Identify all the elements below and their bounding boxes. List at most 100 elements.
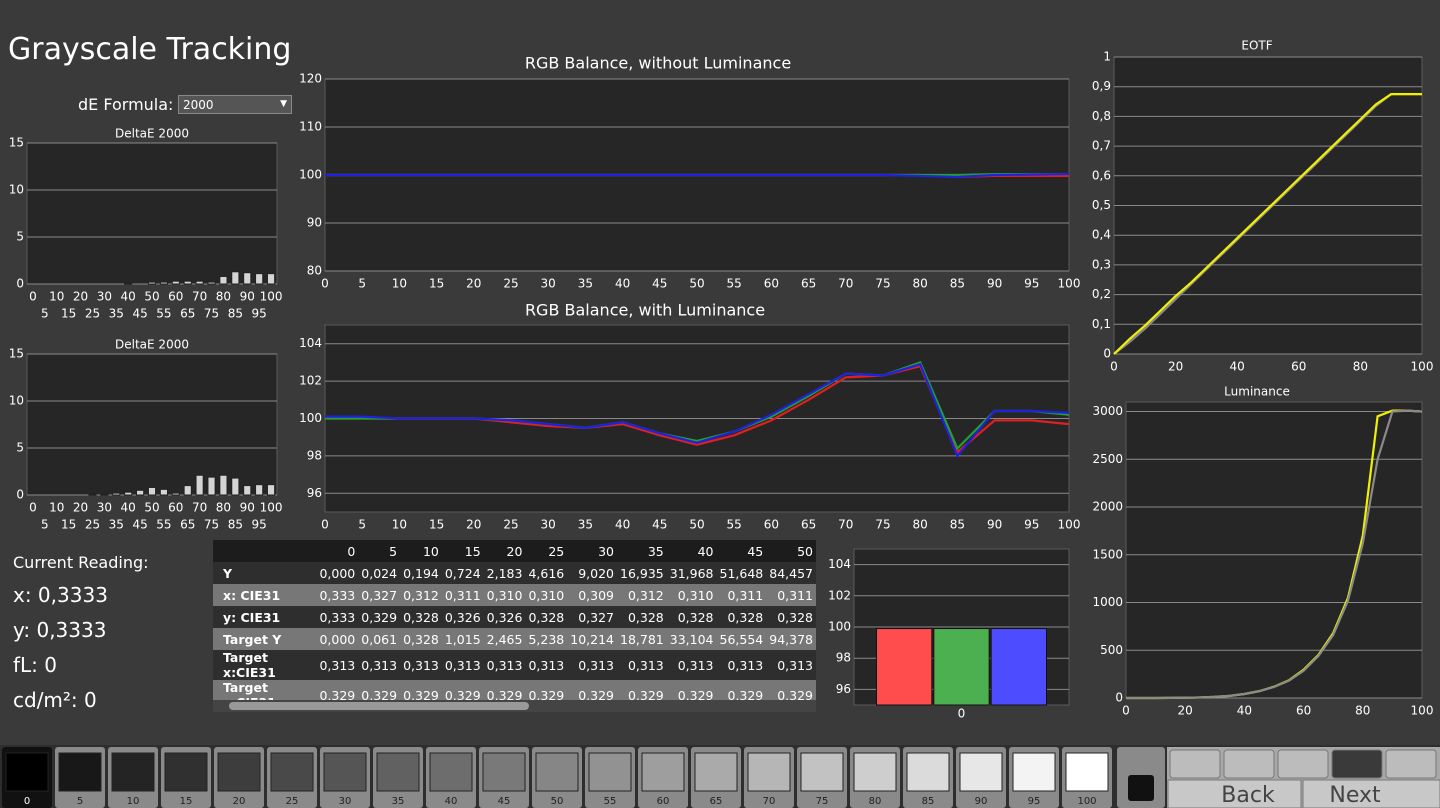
cell: 33,104 — [666, 628, 717, 650]
bar — [112, 492, 121, 496]
x-tick-label: 35 — [578, 277, 593, 291]
x-tick-label: 35 — [578, 518, 593, 532]
swatch — [58, 752, 102, 792]
x-tick-label: 40 — [121, 501, 136, 515]
bar — [231, 271, 240, 285]
cell: 0,311 — [716, 584, 767, 606]
next-button[interactable] — [1302, 779, 1440, 808]
bar — [183, 280, 192, 285]
y-tick-label: 1 — [1103, 50, 1111, 64]
bar — [195, 280, 204, 285]
cell: 0,310 — [483, 584, 526, 606]
x-tick-label: 15 — [429, 518, 444, 532]
x-tick-label: 70 — [838, 518, 853, 532]
series-line — [325, 172, 1070, 179]
swatch — [747, 752, 791, 792]
swatch — [641, 752, 685, 792]
y-tick-label: 0,5 — [1092, 198, 1111, 212]
x-tick-label: 60 — [1291, 360, 1306, 374]
header-cell: 30 — [567, 540, 617, 562]
x-tick-label: 90 — [240, 501, 255, 515]
next-label: Next — [1329, 783, 1381, 808]
x-tick-label: 60 — [168, 290, 183, 304]
x-tick-label: 20 — [73, 290, 88, 304]
series-line — [325, 362, 1070, 459]
plot-area — [26, 353, 278, 496]
x-tick-label: 50 — [689, 277, 704, 291]
formula-select[interactable]: 2000 ▼ — [178, 95, 292, 114]
header-cell: 35 — [617, 540, 667, 562]
control-button[interactable] — [1331, 749, 1383, 779]
swatch — [111, 752, 155, 792]
table-header: 0 5 10 15 20 25 30 35 40 45 50 — [213, 540, 816, 562]
back-label: Back — [1221, 783, 1275, 808]
bar — [219, 275, 228, 285]
x-tick-label: 70 — [192, 290, 207, 304]
x-tick-label: 0 — [1110, 360, 1118, 374]
x-tick-label: 85 — [228, 518, 243, 532]
cell: 16,935 — [617, 562, 667, 584]
y-tick-label: 102 — [299, 374, 322, 388]
x-tick-label: 85 — [950, 277, 965, 291]
x-tick-label: 0 — [29, 290, 37, 304]
swatch-label: 100 — [1077, 796, 1096, 807]
control-button[interactable] — [1277, 749, 1329, 779]
swatch-label: 15 — [180, 796, 193, 807]
y-tick-label: 0,4 — [1092, 228, 1111, 242]
series-line — [1113, 93, 1422, 355]
x-tick-label: 20 — [1178, 704, 1193, 718]
bar — [159, 281, 168, 285]
swatch-label: 0 — [24, 796, 30, 807]
table-row: y: CIE31 0,333 0,329 0,328 0,326 0,326 0,328 0,… — [213, 606, 816, 628]
y-tick-label: 5 — [16, 230, 24, 244]
y-tick-label: 120 — [299, 72, 322, 86]
x-tick-label: 30 — [541, 518, 556, 532]
y-tick-label: 2000 — [1092, 500, 1123, 514]
x-tick-label: 5 — [41, 518, 49, 532]
swatch-label: 65 — [710, 796, 723, 807]
scroll-thumb[interactable] — [229, 702, 529, 710]
swatch — [323, 752, 367, 792]
x-tick-label: 70 — [838, 277, 853, 291]
cell: 31,968 — [666, 562, 717, 584]
swatch-label: 85 — [922, 796, 935, 807]
series-line — [1126, 409, 1423, 700]
cell: 0,333 — [316, 606, 359, 628]
x-tick-label: 100 — [1058, 518, 1081, 532]
cell: 0,310 — [666, 584, 717, 606]
cell: 0,328 — [525, 606, 568, 628]
x-tick-label: 15 — [429, 277, 444, 291]
x-tick-label: 20 — [73, 501, 88, 515]
bar — [207, 281, 216, 285]
cell: 56,554 — [716, 628, 767, 650]
bar — [243, 485, 252, 496]
header-cell: 10 — [400, 540, 442, 562]
cell: 5,238 — [525, 628, 568, 650]
swatch-label: 50 — [551, 796, 564, 807]
x-tick-label: 75 — [204, 307, 219, 321]
cell: 0,000 — [316, 562, 359, 584]
x-tick-label: 100 — [1411, 360, 1434, 374]
y-tick-label: 15 — [9, 136, 24, 150]
y-tick-label: 10 — [9, 183, 24, 197]
row-label: Y — [213, 562, 317, 584]
swatch — [164, 752, 208, 792]
scrollbar[interactable] — [213, 700, 816, 712]
control-button[interactable] — [1223, 749, 1275, 779]
cell: 0,326 — [483, 606, 526, 628]
x-tick-label: 75 — [875, 518, 890, 532]
swatch — [1065, 752, 1109, 792]
x-tick-label: 70 — [192, 501, 207, 515]
bar — [159, 488, 168, 496]
swatch — [5, 752, 49, 792]
control-button[interactable] — [1385, 749, 1437, 779]
x-tick-label: 55 — [727, 277, 742, 291]
cell: 0,328 — [766, 606, 816, 628]
control-button[interactable] — [1169, 749, 1221, 779]
cell: 0,311 — [441, 584, 484, 606]
page-title: Grayscale Tracking — [8, 32, 292, 67]
bar — [207, 476, 216, 496]
y-tick-label: 0 — [16, 277, 24, 291]
back-button[interactable] — [1167, 779, 1302, 808]
x-tick-label: 45 — [652, 518, 667, 532]
